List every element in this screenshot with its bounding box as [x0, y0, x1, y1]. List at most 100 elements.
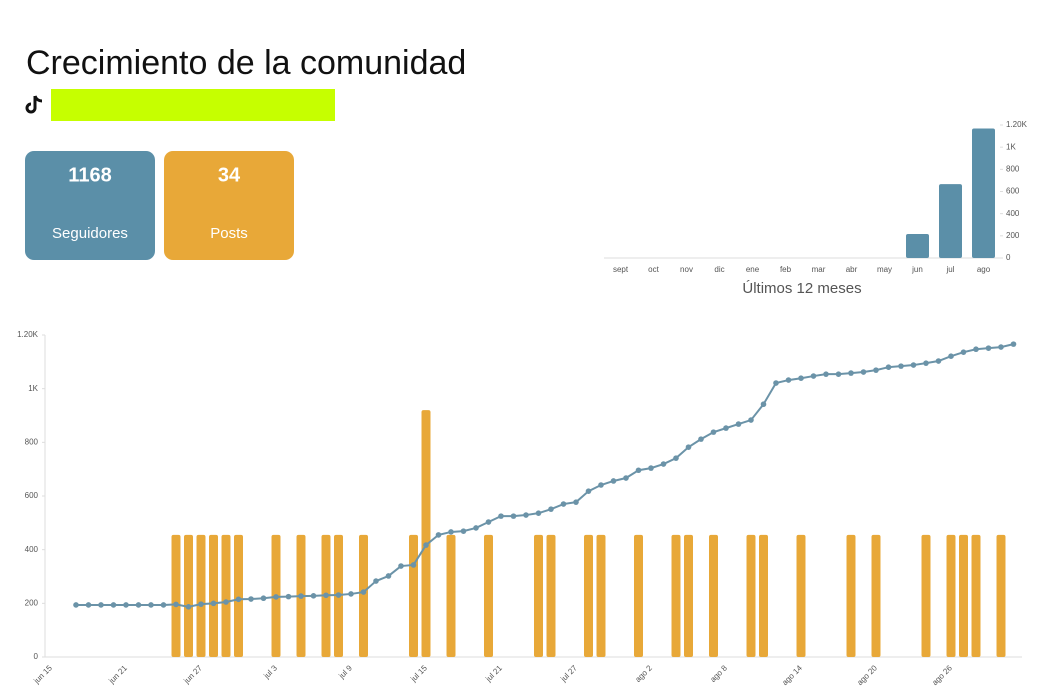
followers-point [848, 370, 854, 376]
post-bar [584, 534, 593, 657]
followers-line [76, 343, 1014, 608]
followers-point [585, 488, 592, 494]
x-tick-label: ene [746, 265, 760, 274]
x-tick-label: jul 21 [483, 663, 504, 684]
followers-point [835, 371, 842, 377]
x-tick-label: jun 21 [106, 663, 129, 686]
followers-point [773, 380, 779, 386]
followers-point [1010, 341, 1017, 347]
x-tick-label: ago 14 [780, 663, 804, 687]
post-bar [671, 534, 681, 657]
post-bar [971, 534, 981, 657]
post-bar [946, 534, 956, 657]
post-bar [184, 534, 193, 657]
bar [939, 184, 962, 258]
followers-point [598, 482, 604, 488]
followers-point [948, 353, 954, 359]
stat-card [25, 151, 155, 260]
post-bar [634, 534, 643, 657]
x-tick-label: ago 2 [633, 663, 654, 684]
followers-point [235, 596, 242, 603]
followers-point [398, 563, 404, 569]
followers-point [510, 513, 517, 519]
x-tick-label: abr [846, 265, 858, 274]
x-tick-label: may [877, 265, 892, 274]
followers-point [448, 529, 454, 535]
post-bar [484, 534, 493, 657]
x-tick-label: ago [977, 265, 991, 274]
y-tick-label: 400 [1006, 209, 1020, 218]
followers-point [198, 601, 204, 607]
followers-point [85, 602, 92, 608]
followers-point [373, 578, 379, 584]
followers-point [73, 602, 79, 608]
x-tick-label: ago 20 [855, 663, 879, 687]
followers-point [673, 455, 679, 461]
followers-point [985, 345, 992, 351]
post-bar [359, 534, 368, 657]
post-bar [534, 534, 543, 657]
followers-point [460, 528, 467, 534]
followers-point [560, 501, 567, 507]
x-tick-label: jun [911, 265, 923, 274]
followers-point [710, 429, 717, 435]
followers-point [123, 602, 129, 608]
followers-point [360, 589, 367, 595]
followers-point [473, 525, 479, 531]
x-tick-label: ago 26 [930, 663, 954, 687]
followers-point [635, 467, 642, 474]
followers-point [898, 363, 904, 369]
y-tick-label: 800 [25, 437, 39, 446]
y-tick-label: 200 [1006, 231, 1020, 240]
followers-point [335, 592, 342, 598]
x-tick-label: sept [613, 265, 629, 274]
followers-point [623, 475, 629, 481]
y-tick-label: 200 [25, 598, 39, 607]
page-title: Crecimiento de la comunidad [26, 44, 466, 82]
post-bar [871, 534, 881, 657]
followers-point [285, 593, 292, 600]
followers-point [535, 510, 542, 516]
x-tick-label: jul [945, 265, 954, 274]
followers-point [385, 573, 392, 579]
x-tick-label: nov [680, 265, 693, 274]
followers-point [160, 602, 167, 608]
y-tick-label: 800 [1006, 164, 1020, 173]
followers-point [185, 604, 192, 610]
post-bar [421, 410, 431, 657]
bar [906, 234, 929, 258]
followers-point [660, 461, 667, 467]
post-bar [596, 534, 606, 657]
y-tick-label: 1K [1006, 142, 1016, 151]
followers-point [910, 362, 917, 368]
redacted-handle [51, 89, 335, 121]
followers-point [348, 591, 354, 597]
followers-point [810, 373, 817, 379]
tiktok-icon [25, 95, 43, 114]
followers-point [135, 602, 142, 608]
followers-point [935, 358, 942, 364]
followers-point [423, 542, 429, 548]
post-bar [996, 534, 1006, 657]
followers-point [98, 602, 104, 608]
followers-point [960, 349, 967, 355]
post-bar [684, 534, 693, 657]
x-tick-label: ago 8 [708, 663, 729, 684]
followers-point [223, 599, 229, 605]
followers-point [923, 360, 929, 366]
y-tick-label: 1K [28, 384, 38, 393]
bar [972, 128, 995, 258]
followers-point [973, 346, 979, 353]
post-bar [921, 534, 931, 657]
followers-point [735, 421, 742, 427]
followers-point [298, 593, 304, 599]
stat-label: Posts [210, 225, 248, 242]
followers-point [760, 401, 767, 408]
post-bar [846, 534, 856, 657]
x-tick-label: oct [648, 265, 659, 274]
followers-point [148, 602, 154, 608]
x-tick-label: jun 15 [31, 663, 54, 686]
followers-point [485, 519, 492, 525]
y-tick-label: 1.20K [1006, 120, 1028, 129]
followers-point [173, 601, 179, 608]
